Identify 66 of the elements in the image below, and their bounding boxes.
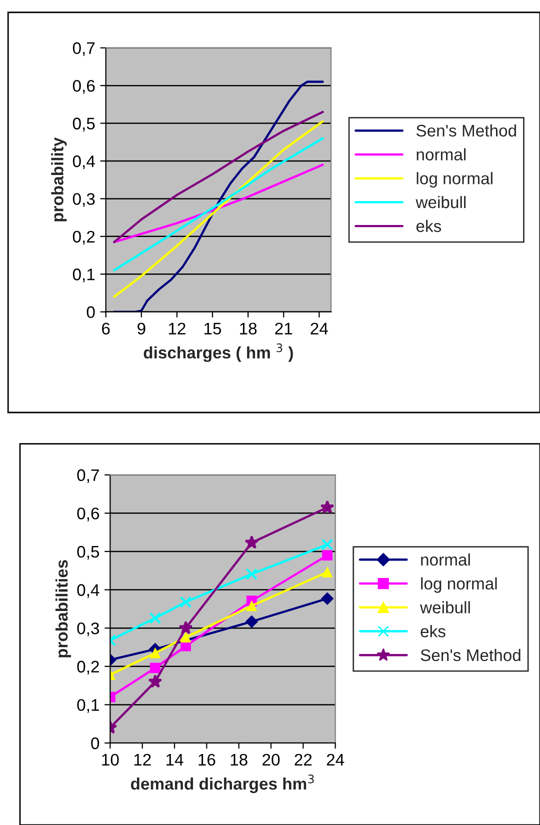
x-tick-label: 24: [326, 754, 344, 766]
x-tick-label: 22: [294, 754, 312, 766]
y-tick-label: 0,3: [77, 622, 100, 636]
line-series: [113, 120, 324, 298]
point: [150, 648, 160, 658]
x-tick-label: 9: [138, 322, 146, 335]
point: [246, 568, 258, 580]
point: [322, 550, 333, 561]
x-tick-label: 12: [134, 754, 151, 766]
legend-label: weibull: [416, 196, 466, 208]
point: [321, 538, 334, 550]
x-tick-label: 15: [204, 322, 222, 335]
line-series: [113, 164, 324, 244]
legend-label: log normal: [421, 577, 497, 593]
y-tick-label: 0,1: [77, 699, 99, 713]
x-tick-label: 18: [230, 754, 248, 766]
point: [178, 620, 193, 634]
y-axis-title: probabilities: [55, 560, 72, 658]
x-tick-label: 16: [198, 754, 216, 766]
legend-label: eks: [420, 625, 446, 638]
x-tick-label: 18: [240, 322, 257, 335]
point: [149, 612, 162, 624]
legend-label: eks: [416, 220, 442, 232]
y-tick-label: 0,2: [77, 660, 99, 675]
y-tick-label: 0,6: [77, 508, 100, 522]
x-axis-title: demand dicharges hm$^{3}$: [130, 774, 314, 794]
legend-label: weibull: [420, 601, 470, 614]
x-tick-label: 24: [310, 322, 328, 334]
legend-label: normal: [416, 148, 466, 160]
point: [180, 596, 192, 608]
y-tick-label: 0: [91, 737, 100, 750]
legend-label: log normal: [416, 172, 492, 188]
y-tick-label: 0,4: [77, 584, 100, 598]
line-series: [113, 137, 324, 272]
y-tick-label: 0,6: [72, 80, 95, 94]
point: [321, 592, 334, 605]
point: [180, 632, 191, 642]
point: [246, 600, 257, 612]
y-tick-label: 0,7: [72, 42, 95, 56]
line-series: [113, 110, 324, 244]
x-tick-label: 14: [166, 754, 184, 766]
point: [150, 662, 160, 674]
x-tick-label: 10: [102, 754, 119, 766]
y-tick-label: 0,1: [72, 268, 95, 282]
x-tick-label: 12: [168, 322, 186, 334]
y-tick-label: 0,3: [72, 193, 95, 207]
y-axis-title: probability: [51, 137, 67, 222]
x-tick-label: 6: [102, 322, 110, 335]
x-axis-title: discharges ( hm $^{3}$ ): [144, 343, 293, 362]
x-tick-label: 21: [275, 322, 292, 334]
point: [244, 535, 259, 549]
line-series: [113, 80, 324, 312]
y-tick-label: 0: [86, 306, 95, 318]
y-tick-label: 0,7: [77, 469, 99, 484]
y-tick-label: 0,2: [72, 230, 95, 245]
y-tick-label: 0,5: [72, 118, 95, 132]
legend-label: Sen's Method: [420, 648, 520, 662]
y-tick-label: 0,5: [77, 546, 100, 560]
point: [322, 566, 333, 578]
point: [148, 674, 162, 688]
legend-label: normal: [421, 553, 470, 566]
x-tick-label: 20: [262, 754, 280, 766]
legend-label: Sen's Method: [416, 124, 516, 137]
y-tick-label: 0,4: [72, 155, 95, 170]
point: [320, 500, 334, 514]
point: [245, 615, 258, 628]
